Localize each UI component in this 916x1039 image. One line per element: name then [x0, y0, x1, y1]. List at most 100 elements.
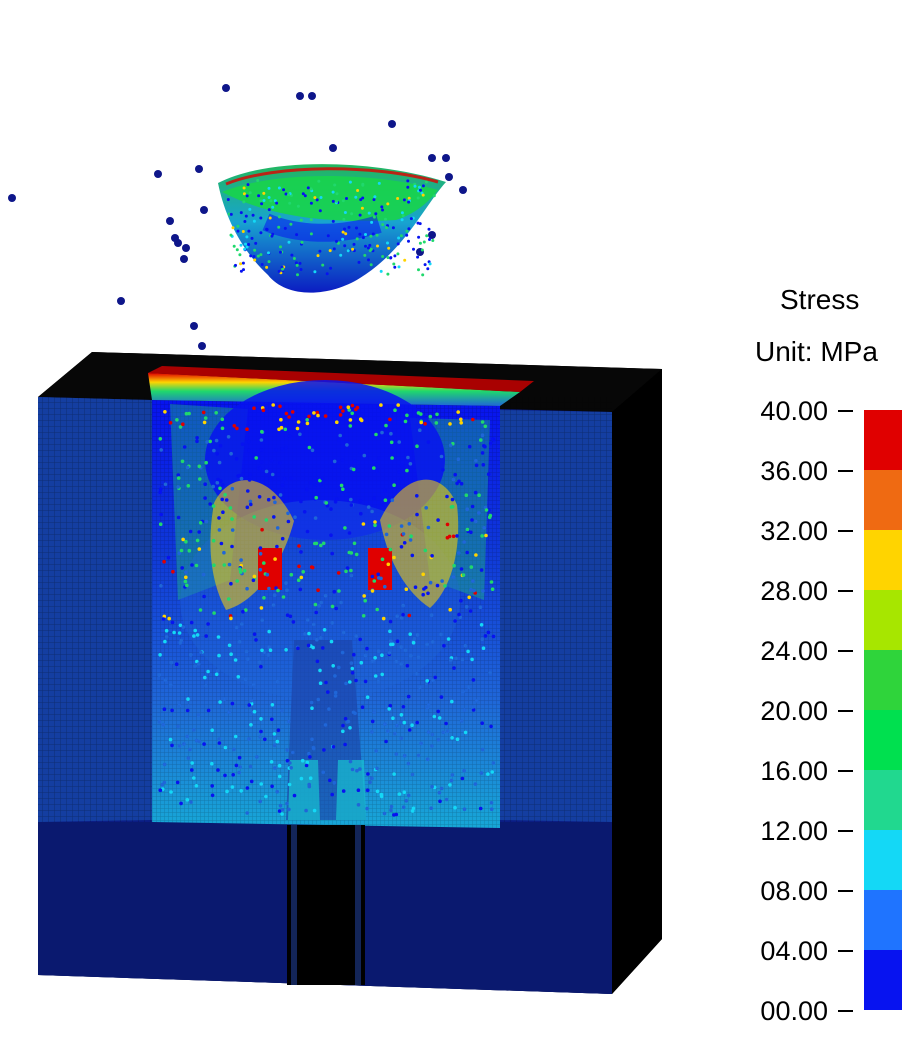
ejecta-particle: [358, 213, 362, 217]
mesh-particle: [158, 522, 163, 526]
legend-color-7: [864, 830, 902, 890]
mesh-particle: [260, 527, 264, 532]
mesh-particle: [176, 724, 180, 729]
mesh-particle: [489, 724, 493, 729]
mesh-particle: [429, 613, 434, 617]
mesh-particle: [158, 653, 162, 657]
mesh-particle: [418, 685, 422, 689]
mesh-particle: [259, 717, 263, 721]
mesh-particle: [273, 766, 277, 770]
mesh-particle: [236, 675, 241, 679]
legend-unit: Unit: MPa: [755, 336, 878, 367]
mesh-particle: [360, 705, 365, 709]
ejecta-particle: [317, 179, 321, 183]
particle-dot: [428, 231, 436, 239]
ejecta-fragments: [218, 164, 446, 293]
mesh-particle: [274, 586, 278, 590]
mesh-particle: [248, 472, 252, 477]
mesh-particle: [290, 410, 295, 414]
mesh-particle: [185, 798, 190, 802]
mesh-particle: [389, 440, 394, 445]
ejecta-particle: [396, 197, 400, 200]
mesh-particle: [230, 785, 235, 789]
mesh-particle: [159, 512, 163, 517]
mesh-particle: [174, 662, 179, 666]
mesh-particle: [483, 444, 487, 449]
mesh-particle: [442, 643, 446, 648]
ejecta-particle: [267, 186, 271, 190]
mesh-particle: [350, 671, 355, 675]
mesh-particle: [380, 653, 384, 657]
mesh-particle: [163, 678, 168, 682]
mesh-particle: [185, 465, 190, 470]
mesh-particle: [421, 572, 426, 577]
mesh-particle: [283, 427, 288, 432]
mesh-particle: [477, 511, 481, 515]
ejecta-particle: [418, 241, 422, 245]
ejecta-particle: [296, 273, 299, 277]
mesh-particle: [169, 790, 173, 794]
ejecta-particle: [262, 191, 266, 195]
ejecta-particle: [397, 236, 401, 240]
mesh-particle: [252, 574, 257, 579]
mesh-particle: [182, 445, 187, 449]
ejecta-particle: [381, 255, 385, 258]
particle-dot: [195, 165, 203, 173]
mesh-particle: [373, 674, 378, 678]
mesh-particle: [478, 806, 483, 811]
mesh-particle: [469, 530, 473, 535]
ejecta-particle: [407, 200, 411, 204]
ejecta-particle: [343, 244, 347, 248]
mesh-particle: [368, 780, 372, 785]
mesh-particle: [158, 487, 163, 492]
ejecta-particle: [335, 239, 338, 243]
legend-tick-mark: [838, 590, 853, 592]
mesh-particle: [229, 652, 233, 656]
ejecta-particle: [279, 245, 282, 249]
mesh-particle: [465, 507, 470, 512]
mesh-particle: [276, 728, 281, 732]
mesh-particle: [214, 672, 219, 677]
mesh-particle: [252, 515, 256, 519]
mesh-particle: [277, 774, 282, 779]
mesh-particle: [194, 784, 199, 788]
legend-tick-label: 08.00: [760, 876, 828, 906]
mesh-particle: [375, 607, 380, 612]
ejecta-particle: [284, 192, 288, 196]
mesh-particle: [404, 587, 409, 591]
mesh-particle: [273, 557, 277, 561]
mesh-particle: [215, 480, 220, 485]
ejecta-particle: [248, 191, 252, 195]
mesh-particle: [469, 565, 474, 569]
mesh-particle: [192, 776, 196, 780]
mesh-particle: [409, 534, 413, 538]
mesh-particle: [354, 634, 359, 638]
mesh-particle: [406, 793, 411, 798]
ejecta-particle: [345, 197, 348, 200]
ejecta-particle: [245, 245, 249, 249]
ejecta-particle: [372, 215, 376, 219]
mesh-particle: [361, 614, 366, 618]
mesh-particle: [306, 643, 311, 648]
mesh-particle: [251, 453, 256, 458]
mesh-particle: [229, 616, 233, 621]
mesh-particle: [196, 662, 201, 666]
mesh-particle: [366, 505, 371, 509]
mesh-particle: [395, 639, 400, 643]
ejecta-particle: [270, 234, 274, 238]
mesh-particle: [484, 508, 489, 512]
ejecta-particle: [295, 263, 299, 267]
mesh-particle: [268, 477, 272, 481]
mesh-particle: [387, 651, 392, 655]
ejecta-particle: [253, 248, 257, 252]
mesh-particle: [307, 631, 311, 636]
mesh-particle: [426, 525, 431, 530]
mesh-particle: [240, 442, 245, 447]
mesh-particle: [230, 701, 235, 706]
mesh-particle: [227, 562, 232, 567]
legend-tick-label: 36.00: [760, 456, 828, 486]
mesh-particle: [482, 526, 487, 530]
ejecta-particle: [290, 253, 294, 257]
ejecta-particle: [356, 189, 360, 192]
mesh-particle: [352, 652, 356, 657]
